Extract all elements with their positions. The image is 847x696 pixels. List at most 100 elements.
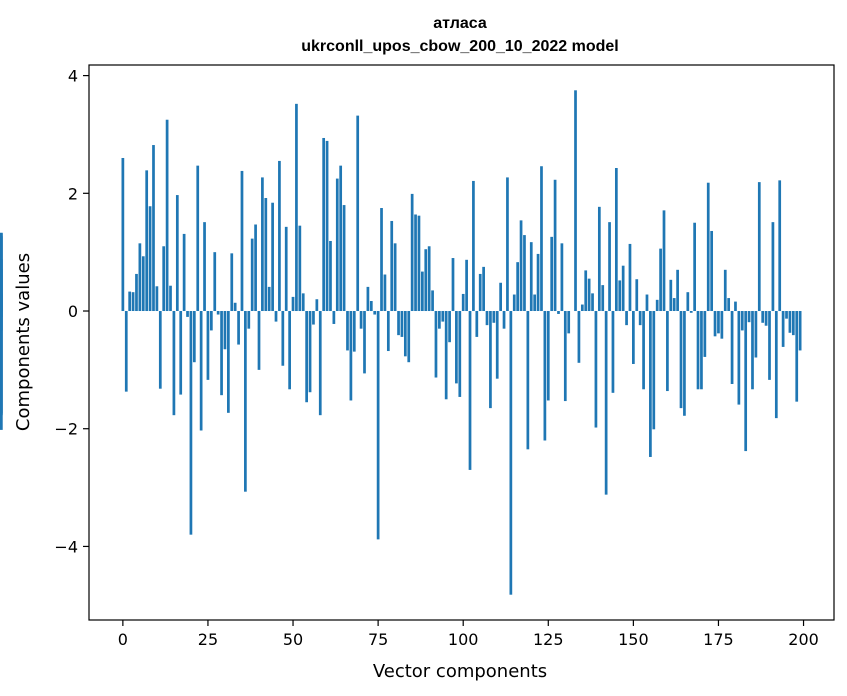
y-tick-label: 2 [68,184,78,203]
bar-171 [703,311,707,357]
bar-80 [393,243,397,312]
bar-139 [594,311,598,428]
bar-5 [138,243,142,312]
x-axis-label: Vector components [373,661,547,682]
bar-88 [421,271,424,312]
bar-70 [359,311,363,329]
bar-49 [288,311,291,390]
chart-subtitle: ukrconll_upos_cbow_200_10_2022 model [301,38,618,55]
bar-6 [141,256,145,312]
bar-24 [203,222,206,312]
bar-115 [512,294,516,312]
bar-45 [274,311,278,322]
bar-undefined [0,311,3,331]
bar-22 [196,165,200,312]
bar-104 [475,311,479,337]
x-tick-label: 25 [198,630,218,649]
bar-176 [720,311,724,339]
bar-138 [591,293,594,312]
bar-116 [516,262,520,312]
bar-12 [162,246,166,312]
bar-126 [550,236,554,312]
bar-9 [152,145,155,312]
bar-183 [744,311,748,452]
bar-158 [659,248,662,312]
x-tick-label: 125 [533,630,564,649]
bar-180 [734,301,737,312]
bar-28 [216,311,220,315]
bar-101 [465,259,468,312]
bar-72 [366,286,370,312]
bar-32 [230,253,234,312]
bar-43 [267,286,271,312]
bar-190 [768,311,771,380]
bar-149 [628,243,632,312]
bar-150 [632,311,635,364]
bar-111 [499,282,502,312]
bar-100 [461,293,465,312]
bar-137 [587,278,591,312]
bar-179 [730,311,734,384]
y-tick-label: 4 [68,67,78,86]
bar-17 [179,311,183,395]
bar-141 [601,285,605,312]
bar-44 [271,202,274,312]
bar-108 [489,311,492,409]
bar-134 [577,311,581,363]
bar-177 [723,269,727,312]
bar-series [0,90,802,595]
bar-53 [301,293,305,312]
bar-155 [649,311,652,457]
bar-189 [764,311,768,326]
bar-194 [781,311,785,347]
bar-156 [652,311,656,430]
bar-16 [175,195,179,312]
bar-64 [339,165,343,312]
bar-195 [785,311,788,319]
bar-23 [199,311,203,431]
bar-38 [250,238,254,312]
bar-168 [693,222,696,312]
bar-66 [346,311,349,351]
x-tick-label: 0 [118,630,128,649]
bar-50 [291,296,295,312]
bar-47 [281,311,285,366]
bar-114 [509,311,513,595]
bar-103 [472,180,475,312]
bar-27 [213,252,217,312]
bar-187 [757,182,761,312]
bar-21 [192,311,196,363]
bar-79 [390,220,394,312]
bar-166 [686,292,690,312]
bar-52 [298,225,302,312]
bar-99 [458,311,462,397]
bar-65 [342,205,346,312]
bar-188 [761,311,765,323]
bar-160 [666,311,669,392]
bar-37 [247,311,251,329]
bar-196 [788,311,792,333]
bar-36 [244,311,247,492]
bar-174 [713,311,717,337]
x-tick-label: 200 [788,630,819,649]
bar-69 [356,115,360,312]
bar-18 [182,233,186,312]
bar-undefined [0,259,3,312]
bar-61 [329,240,332,312]
bar-42 [264,198,268,312]
bar-13 [165,119,169,312]
bar-undefined [0,311,3,414]
bar-145 [614,168,618,312]
bar-54 [305,311,308,403]
bar-92 [434,311,438,378]
bar-25 [206,311,210,380]
bar-73 [369,301,373,312]
bar-41 [261,177,264,312]
bar-122 [536,253,540,312]
bar-169 [696,311,700,390]
bar-167 [689,311,693,313]
bar-136 [584,270,588,312]
bar-146 [618,280,622,312]
bar-123 [540,166,543,312]
bar-0 [121,157,125,312]
